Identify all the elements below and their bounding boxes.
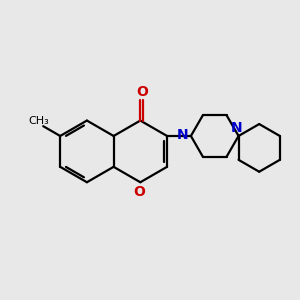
- Text: N: N: [177, 128, 189, 142]
- Text: N: N: [230, 121, 242, 135]
- Text: O: O: [133, 185, 145, 199]
- Text: O: O: [136, 85, 148, 99]
- Text: CH₃: CH₃: [28, 116, 50, 126]
